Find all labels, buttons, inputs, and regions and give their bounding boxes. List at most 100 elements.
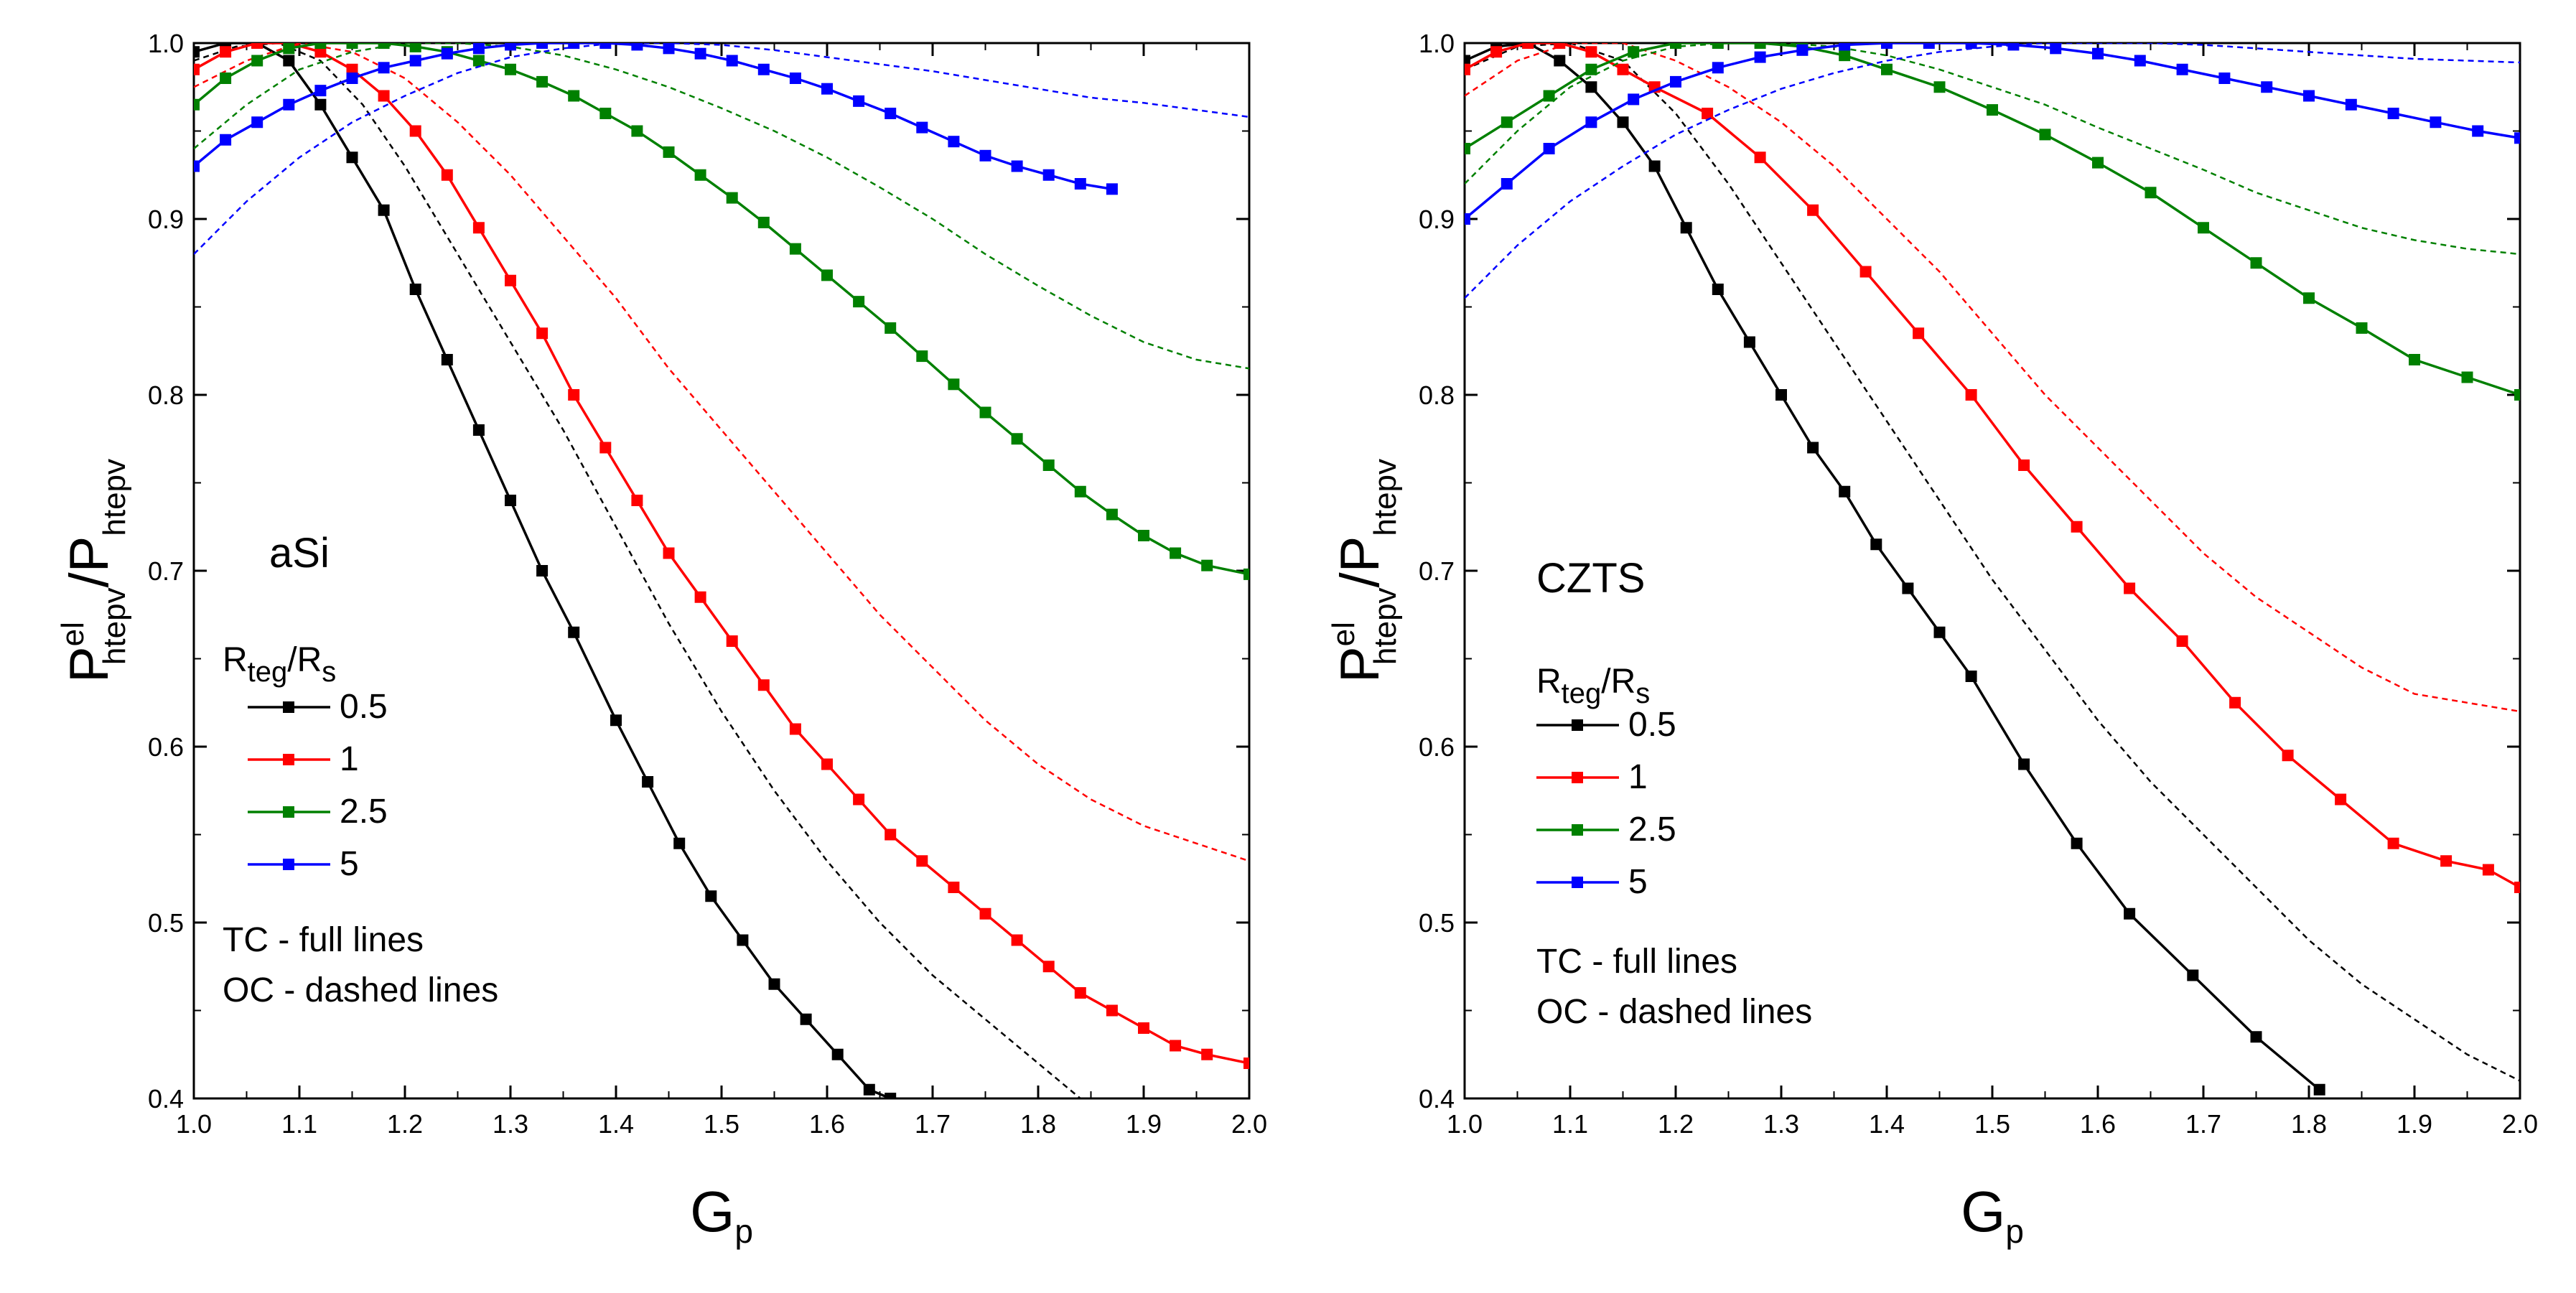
series-point-5 [2261, 81, 2273, 93]
legend-label: 5 [1628, 863, 1648, 901]
series-point-5 [663, 43, 675, 55]
legend-title: Rteg/Rs [1536, 663, 1650, 709]
legend-label: 0.5 [1628, 706, 1676, 744]
y-tick-label: 0.4 [148, 1084, 184, 1114]
series-point-5 [2092, 47, 2104, 60]
series-point-5 [1965, 43, 1977, 49]
y-axis-title: Pel htepv/Phtepv [55, 459, 132, 683]
series-point-5 [2303, 90, 2315, 102]
series-point-0.5 [2018, 758, 2030, 770]
y-tick-label: 0.8 [1419, 381, 1455, 410]
series-point-1 [314, 46, 327, 58]
series-point-5 [536, 43, 549, 49]
series-point-1 [631, 495, 643, 506]
series-point-5 [1923, 43, 1935, 49]
series-point-0.5 [831, 1048, 844, 1060]
series-point-2.5 [2250, 257, 2262, 269]
series-point-1 [821, 758, 833, 770]
series-point-5 [378, 62, 390, 74]
series-point-5 [283, 98, 295, 111]
material-label: aSi [269, 530, 330, 577]
x-tick-label: 1.0 [1447, 1109, 1483, 1139]
legend-marker [283, 859, 294, 870]
series-point-0.5 [1839, 485, 1851, 498]
series-point-5 [1106, 183, 1118, 195]
series-point-1 [536, 327, 549, 340]
x-tick-label: 2.0 [2502, 1109, 2538, 1139]
series-point-1 [441, 169, 453, 181]
series-point-2.5 [314, 43, 327, 49]
material-label: CZTS [1536, 555, 1645, 602]
legend-marker [1572, 824, 1583, 836]
series-point-0.5 [1712, 284, 1724, 295]
series-layer [194, 43, 1249, 1098]
series-point-5 [821, 83, 833, 95]
series-point-2.5 [599, 108, 612, 119]
series-point-5 [979, 149, 991, 162]
note-oc: OC - dashed lines [223, 971, 498, 1009]
x-tick-label: 1.5 [704, 1109, 739, 1139]
series-line-1-tc [194, 43, 1249, 1065]
series-point-2.5 [472, 55, 485, 67]
series-point-2.5 [1543, 90, 1555, 102]
series-point-1 [568, 389, 580, 401]
series-point-5 [885, 108, 897, 119]
legend-label: 2.5 [340, 793, 388, 831]
legend-label: 5 [340, 845, 359, 883]
series-point-5 [1670, 75, 1681, 88]
series-point-0.5 [314, 98, 327, 111]
series-point-1 [2387, 837, 2399, 849]
series-point-0.5 [283, 55, 295, 67]
series-point-1 [1138, 1022, 1149, 1034]
series-point-2.5 [251, 55, 263, 67]
series-point-2.5 [2198, 222, 2209, 234]
legend-marker [283, 754, 294, 765]
series-line-5-oc [194, 43, 1249, 255]
series-point-5 [505, 43, 516, 51]
series-point-0.5 [2313, 1083, 2325, 1096]
series-point-1 [1617, 63, 1629, 75]
series-point-1 [409, 125, 421, 137]
x-tick-label: 1.8 [2291, 1109, 2327, 1139]
x-tick-label: 1.2 [387, 1109, 423, 1139]
series-point-2.5 [1987, 104, 1998, 116]
series-point-5 [726, 55, 738, 67]
series-point-5 [2387, 108, 2399, 119]
series-point-2.5 [346, 43, 358, 49]
series-point-0.5 [505, 495, 516, 506]
series-point-0.5 [2124, 907, 2136, 920]
series-point-2.5 [2409, 354, 2420, 365]
series-line-5-oc [1465, 43, 2520, 299]
series-point-1 [2282, 750, 2294, 762]
series-point-1 [1490, 46, 1503, 58]
series-point-2.5 [283, 43, 295, 55]
series-point-1 [1859, 266, 1872, 278]
series-point-2.5 [1628, 46, 1640, 58]
series-point-0.5 [1870, 538, 1882, 551]
series-point-1 [2018, 459, 2030, 471]
series-point-5 [631, 43, 643, 51]
series-point-5 [346, 73, 358, 84]
series-point-2.5 [2303, 292, 2315, 304]
series-line-1-oc [1465, 43, 2520, 713]
note-tc: TC - full lines [1536, 943, 1737, 981]
series-point-5 [194, 160, 200, 172]
series-point-1 [1554, 43, 1566, 49]
legend-marker [283, 701, 294, 713]
series-point-1 [251, 43, 263, 49]
series-point-0.5 [346, 151, 358, 164]
series-point-2.5 [663, 146, 675, 158]
series-point-2.5 [378, 43, 390, 49]
series-point-1 [853, 793, 865, 806]
series-point-1 [916, 855, 928, 867]
legend-marker [1572, 719, 1583, 731]
series-point-5 [1628, 93, 1640, 106]
legend-marker [283, 806, 294, 818]
series-point-5 [789, 73, 801, 84]
series-point-5 [2514, 132, 2520, 144]
x-tick-label: 1.9 [1126, 1109, 1162, 1139]
y-tick-label: 1.0 [148, 29, 184, 58]
series-point-5 [568, 43, 580, 49]
series-point-0.5 [568, 626, 580, 638]
series-point-5 [2134, 55, 2146, 67]
